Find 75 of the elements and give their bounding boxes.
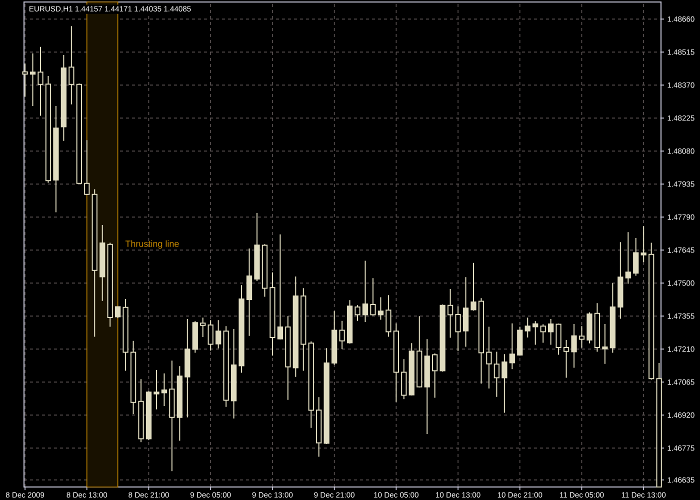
candlestick xyxy=(230,328,237,419)
candlestick xyxy=(370,278,376,316)
candlestick xyxy=(354,304,360,322)
candlestick xyxy=(401,358,407,400)
candlestick xyxy=(656,362,662,488)
candlestick xyxy=(393,322,399,402)
candlestick xyxy=(447,288,454,338)
candlestick xyxy=(548,318,554,346)
candlestick xyxy=(602,324,608,364)
candlestick xyxy=(455,306,461,352)
candlestick xyxy=(68,26,74,105)
candlestick xyxy=(38,46,44,116)
candlestick xyxy=(84,140,90,195)
candlestick xyxy=(138,378,144,443)
candlestick xyxy=(494,351,500,398)
candlestick xyxy=(308,340,314,428)
candlestick xyxy=(208,320,214,352)
candlestick xyxy=(571,324,577,368)
candlestick xyxy=(277,234,284,340)
candlestick xyxy=(424,338,430,434)
candlestick xyxy=(563,339,570,378)
candlestick xyxy=(470,262,476,312)
candlestick xyxy=(238,284,244,374)
candlestick xyxy=(60,54,67,142)
candlestick xyxy=(254,212,260,282)
candlestick xyxy=(246,248,252,336)
candlestick xyxy=(339,320,345,350)
candlestick xyxy=(262,244,268,298)
candlestick xyxy=(648,242,654,380)
candlestick xyxy=(92,188,98,338)
candlestick xyxy=(169,360,175,472)
candlestick xyxy=(378,296,384,320)
candlestick xyxy=(223,326,229,408)
candlestick xyxy=(285,316,291,400)
candlestick xyxy=(540,324,546,344)
candlestick xyxy=(107,242,113,328)
candlestick xyxy=(161,372,168,406)
candlestick xyxy=(416,316,422,388)
candlestick xyxy=(324,348,330,444)
candlestick xyxy=(332,310,338,366)
candlestick xyxy=(176,366,182,442)
candlestick xyxy=(300,288,306,372)
candlestick xyxy=(610,282,616,354)
candlestick xyxy=(462,276,469,348)
candlestick xyxy=(100,224,106,302)
candlestick xyxy=(316,396,322,458)
candlestick xyxy=(22,62,28,98)
candlestick xyxy=(130,340,136,415)
candlestick xyxy=(216,320,222,349)
candlestick xyxy=(633,238,639,276)
candlestick xyxy=(270,272,276,356)
candlestick xyxy=(524,317,530,338)
candlestick xyxy=(53,106,59,213)
candlestick xyxy=(618,242,624,320)
candlestick xyxy=(45,75,52,184)
candlestick xyxy=(486,326,492,389)
candlestick xyxy=(292,276,298,378)
candlestick xyxy=(532,320,538,346)
band-label: Thrusting line xyxy=(125,240,179,249)
candlestick xyxy=(640,226,646,263)
candlestick xyxy=(556,324,562,356)
candlestick xyxy=(122,298,128,372)
candlestick xyxy=(594,302,600,352)
candlestick xyxy=(386,294,392,338)
candlestick xyxy=(625,232,631,284)
candlestick xyxy=(184,318,190,418)
candlestick xyxy=(30,52,36,107)
candlestick xyxy=(509,322,515,370)
candlestick xyxy=(362,260,368,322)
candlestick xyxy=(478,298,484,384)
candlestick xyxy=(432,352,438,398)
candlestick xyxy=(578,326,585,348)
candlestick xyxy=(200,317,206,338)
candlestick xyxy=(502,354,508,414)
candlestick xyxy=(154,370,160,410)
